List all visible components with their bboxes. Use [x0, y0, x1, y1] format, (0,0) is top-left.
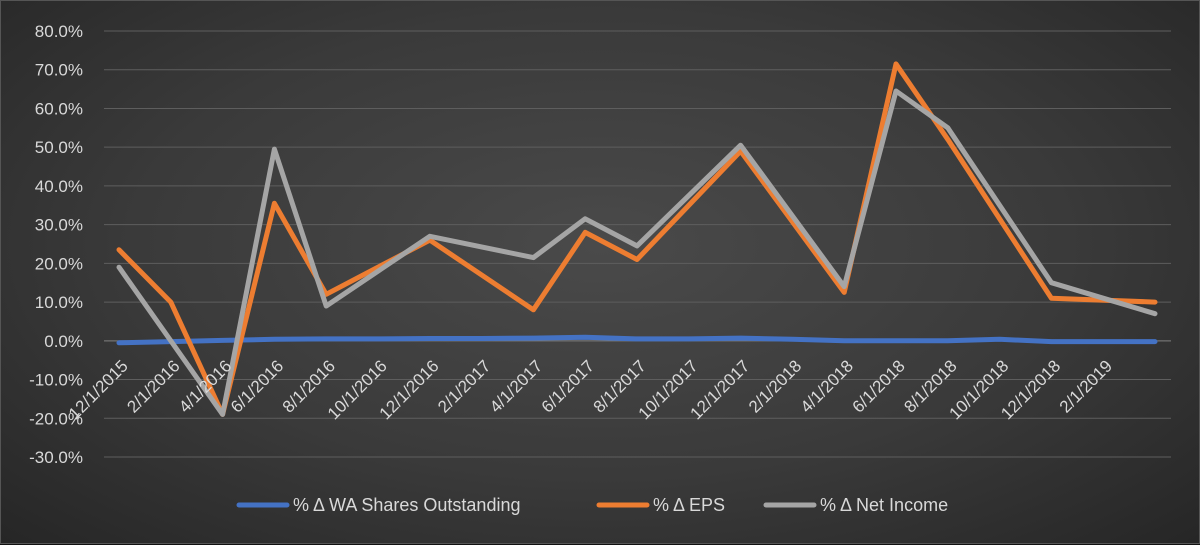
y-tick-label: 30.0%	[35, 216, 83, 235]
legend: % Δ WA Shares Outstanding % Δ EPS % Δ Net …	[236, 495, 948, 515]
y-tick-label: 60.0%	[35, 99, 83, 118]
series-lines	[116, 61, 1158, 417]
x-tick-label: 6/1/2017	[538, 356, 598, 416]
x-tick-label: 2/1/2017	[434, 356, 494, 416]
y-tick-label: 20.0%	[35, 254, 83, 273]
y-axis-labels: 80.0% 70.0% 60.0% 50.0% 40.0% 30.0% 20.0% 10.0%…	[29, 22, 83, 467]
y-tick-label: 70.0%	[35, 61, 83, 80]
y-tick-label: 10.0%	[35, 293, 83, 312]
legend-label-3: % Δ Net Income	[820, 495, 948, 515]
legend-label-1: % Δ WA Shares Outstanding	[293, 495, 520, 515]
y-tick-label: 0.0%	[44, 332, 83, 351]
y-tick-label: -20.0%	[29, 409, 83, 428]
y-tick-label: 40.0%	[35, 177, 83, 196]
x-tick-label: 12/1/2015	[65, 356, 132, 423]
y-tick-label: 50.0%	[35, 138, 83, 157]
x-tick-label: 4/1/2018	[797, 356, 857, 416]
series-line-3	[116, 88, 1158, 417]
y-tick-label: 80.0%	[35, 22, 83, 41]
y-tick-label: -30.0%	[29, 448, 83, 467]
x-tick-label: 2/1/2018	[745, 356, 805, 416]
y-tick-label: -10.0%	[29, 371, 83, 390]
series-line-1	[116, 334, 1158, 346]
x-tick-label: 2/1/2016	[123, 356, 183, 416]
x-tick-label: 2/1/2019	[1056, 356, 1116, 416]
x-tick-label: 6/1/2018	[849, 356, 909, 416]
legend-label-2: % Δ EPS	[653, 495, 725, 515]
x-tick-label: 4/1/2017	[486, 356, 546, 416]
